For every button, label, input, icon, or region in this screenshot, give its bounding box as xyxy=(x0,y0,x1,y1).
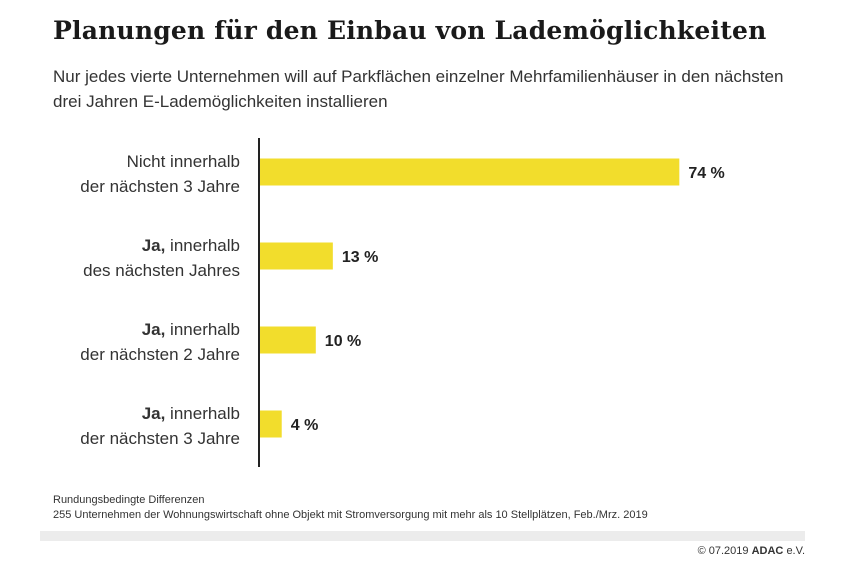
bar xyxy=(259,326,316,354)
bar xyxy=(259,158,680,186)
category-label-line2: der nächsten 2 Jahre xyxy=(80,345,240,364)
category-label-line1: Nicht innerhalb xyxy=(127,152,240,171)
category-label-line1: Ja, innerhalb xyxy=(142,320,240,339)
brand-logo: ADAC xyxy=(751,545,784,557)
brand-suffix: e.V. xyxy=(786,545,805,557)
category-label-line1: Ja, innerhalb xyxy=(142,404,240,423)
bar-value-label: 4 % xyxy=(291,417,319,434)
note-rounding: Rundungsbedingte Differenzen xyxy=(53,494,205,506)
category-label-line1: Ja, innerhalb xyxy=(142,236,240,255)
chart-subtitle: Nur jedes vierte Unternehmen will auf Pa… xyxy=(53,67,784,111)
bar-value-label: 13 % xyxy=(342,249,378,266)
chart-title: Planungen für den Einbau von Lademöglich… xyxy=(53,16,767,45)
note-sample: 255 Unternehmen der Wohnungswirtschaft o… xyxy=(53,509,648,521)
copyright-date: © 07.2019 xyxy=(697,545,749,557)
category-label-line2: der nächsten 3 Jahre xyxy=(80,177,240,196)
bar-value-label: 74 % xyxy=(688,165,724,182)
bar-value-label: 10 % xyxy=(325,333,361,350)
copyright: © 07.2019 ADAC e.V. xyxy=(698,545,805,557)
footer-band xyxy=(40,531,805,541)
bar xyxy=(259,242,333,270)
chart-notes: Rundungsbedingte Differenzen 255 Unterne… xyxy=(53,493,648,523)
bar xyxy=(259,410,282,438)
category-label-line2: des nächsten Jahres xyxy=(83,261,240,280)
category-label-line2: der nächsten 3 Jahre xyxy=(80,429,240,448)
